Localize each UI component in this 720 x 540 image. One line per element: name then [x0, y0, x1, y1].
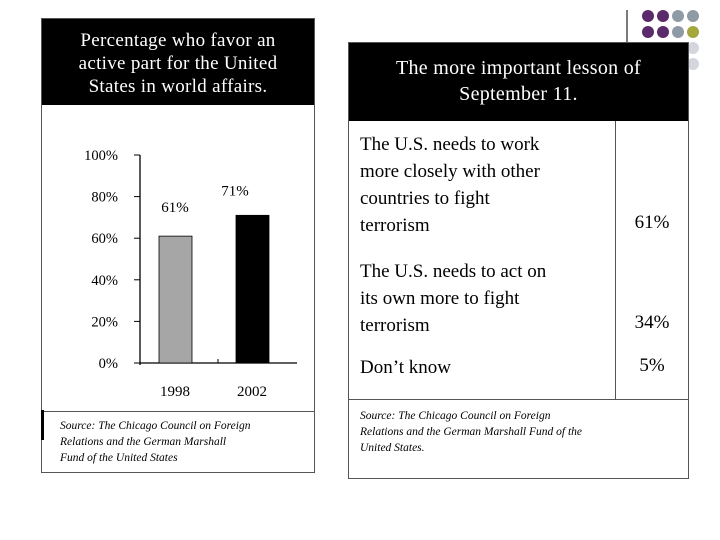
left-panel-edge-mark	[41, 410, 44, 440]
right-table-panel: The more important lesson of September 1…	[348, 42, 689, 479]
decorative-dot	[687, 10, 699, 22]
row-label-line: Don’t know	[360, 357, 451, 378]
y-tick-label: 40%	[91, 273, 118, 289]
row-label: The U.S. needs to act on its own more to…	[360, 258, 605, 339]
decorative-dot	[672, 26, 684, 38]
table-row: The U.S. needs to work more closely with…	[349, 121, 688, 257]
row-value: 61%	[634, 212, 670, 233]
decorative-dot	[672, 10, 684, 22]
y-tick-label: 80%	[91, 190, 118, 206]
row-label-line: The U.S. needs to work	[360, 134, 540, 155]
row-label-line: terrorism	[360, 315, 430, 336]
survey-table: The U.S. needs to work more closely with…	[349, 121, 688, 399]
decorative-dot	[642, 26, 654, 38]
y-tick-label: 100%	[84, 148, 118, 164]
left-source-note: Source: The Chicago Council on Foreign R…	[42, 411, 314, 472]
row-value: 34%	[634, 312, 670, 333]
row-label: The U.S. needs to work more closely with…	[360, 131, 605, 239]
left-source-line: Relations and the German Marshall	[60, 436, 227, 448]
right-source-line: Relations and the German Marshall Fund o…	[360, 426, 582, 438]
left-chart-title: Percentage who favor an active part for …	[42, 19, 314, 105]
x-tick-label: 1998	[160, 384, 190, 400]
table-row: Don’t know 5%	[349, 349, 688, 399]
right-source-note: Source: The Chicago Council on Foreign R…	[349, 399, 688, 478]
y-tick-label: 0%	[99, 356, 118, 372]
row-label-line: its own more to fight	[360, 288, 520, 309]
table-row: The U.S. needs to act on its own more to…	[349, 257, 688, 349]
row-label-line: The U.S. needs to act on	[360, 261, 547, 282]
data-label: 61%	[161, 200, 189, 216]
left-title-line: States in world affairs.	[88, 76, 268, 97]
y-tick-label: 60%	[91, 231, 118, 247]
right-title-line: September 11.	[459, 83, 578, 105]
left-source-line: Fund of the United States	[60, 452, 178, 464]
x-tick-label: 2002	[237, 384, 267, 400]
left-chart-panel: Percentage who favor an active part for …	[41, 18, 315, 473]
row-label-line: more closely with other	[360, 161, 540, 182]
decorative-dot	[642, 10, 654, 22]
row-label-line: countries to fight	[360, 188, 490, 209]
right-source-line: Source: The Chicago Council on Foreign	[360, 410, 551, 422]
bar-chart: 0% 20% 40% 60% 80% 100% 61% 1998 71% 2002	[84, 148, 297, 400]
bar-1998	[158, 235, 193, 364]
right-source-line: United States.	[360, 442, 425, 454]
row-label-line: terrorism	[360, 215, 430, 236]
data-label: 71%	[221, 183, 249, 199]
bar-2002	[235, 214, 270, 364]
decorative-dot	[687, 42, 699, 54]
bar-chart-area: 0% 20% 40% 60% 80% 100% 61% 1998 71% 2002	[42, 105, 314, 415]
table-column-divider	[615, 121, 616, 399]
decorative-dot	[657, 10, 669, 22]
left-title-line: active part for the United	[78, 53, 278, 74]
y-tick-label: 20%	[91, 314, 118, 330]
decorative-dot	[687, 26, 699, 38]
decorative-dot	[687, 58, 699, 70]
row-label: Don’t know	[360, 354, 605, 381]
left-source-line: Source: The Chicago Council on Foreign	[60, 420, 251, 432]
right-title-line: The more important lesson of	[395, 57, 641, 79]
row-value: 5%	[639, 355, 665, 376]
decorative-dot	[657, 26, 669, 38]
left-title-line: Percentage who favor an	[80, 30, 276, 51]
right-table-title: The more important lesson of September 1…	[349, 43, 688, 121]
